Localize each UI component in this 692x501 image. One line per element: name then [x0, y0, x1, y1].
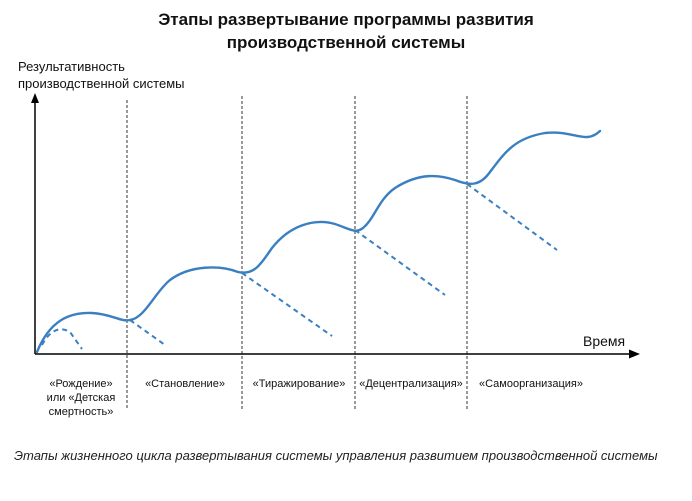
stage-4-line-1: «Децентрализация»	[359, 378, 463, 390]
stage-label-replication: «Тиражирование»	[244, 377, 354, 391]
x-axis-arrow	[629, 349, 640, 359]
decline-branch-1	[41, 328, 83, 350]
decline-branch-5	[466, 183, 558, 251]
stage-1-line-1: «Рождение»	[49, 378, 113, 390]
stage-label-self-organization: «Самоорганизация»	[469, 377, 593, 391]
y-axis-arrow	[31, 93, 39, 103]
y-axis-label-line-1: Результативность	[18, 59, 125, 74]
title-line-1: Этапы развертывание программы развития	[158, 10, 534, 29]
figure-caption: Этапы жизненного цикла развертывания сис…	[14, 448, 658, 463]
x-axis-label: Время	[583, 333, 626, 349]
y-axis-label-line-2: производственной системы	[18, 76, 185, 91]
growth-curve	[35, 129, 602, 354]
stage-1-line-2: или «Детская	[46, 392, 116, 404]
title-line-2: производственной системы	[226, 33, 466, 52]
stage-3-line-1: «Тиражирование»	[252, 378, 346, 390]
stage-5-line-1: «Самоорганизация»	[478, 378, 583, 390]
decline-branch-2	[129, 319, 166, 346]
stage-2-line-1: «Становление»	[145, 378, 225, 390]
stage-1-line-3: смертность»	[48, 406, 114, 418]
decline-branch-4	[354, 229, 446, 296]
stage-label-birth: «Рождение» или «Детская смертность»	[38, 377, 124, 419]
decline-branch-3	[241, 272, 333, 337]
diagram-title: Этапы развертывание программы развития п…	[0, 8, 692, 54]
stage-label-decentralization: «Децентрализация»	[356, 377, 466, 391]
stage-label-formation: «Становление»	[129, 377, 241, 391]
y-axis-label: Результативность производственной систем…	[18, 58, 185, 92]
